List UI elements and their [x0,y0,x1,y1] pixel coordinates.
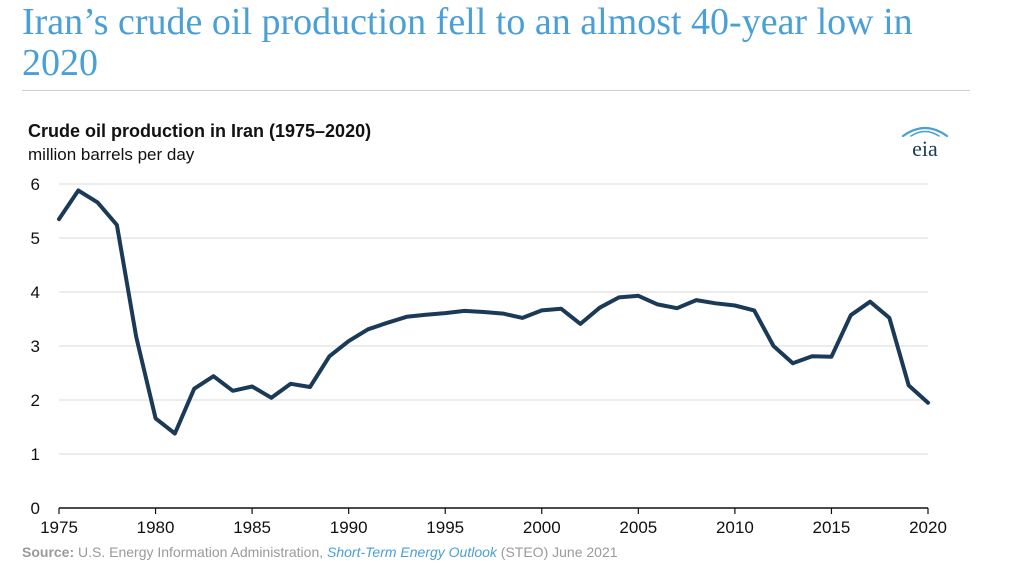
data-point [347,339,351,343]
data-point [482,310,486,314]
chart-title: Crude oil production in Iran (1975–2020) [28,121,372,141]
data-point [134,335,138,339]
x-tick-label: 1990 [330,518,368,537]
data-point [501,312,505,316]
data-point [907,383,911,387]
headline-divider [22,90,970,91]
data-point [559,307,563,311]
y-tick-label: 0 [31,499,40,518]
eia-logo-arc [901,126,949,138]
data-point [578,322,582,326]
data-point [154,416,158,420]
data-point [192,387,196,391]
eia-logo-text: eia [912,136,938,161]
series-line [57,188,930,436]
data-point [57,217,61,221]
data-point [173,431,177,435]
data-point [598,306,602,310]
data-point [405,315,409,319]
source-text-after: (STEO) June 2021 [496,544,618,560]
source-label: Source: [22,544,75,560]
data-point [231,389,235,393]
source-text: U.S. Energy Information Administration, [74,544,328,560]
data-point [308,385,312,389]
data-point [636,294,640,298]
data-point [115,223,119,227]
data-point [269,396,273,400]
series [57,188,930,436]
data-point [926,401,930,405]
data-point [829,355,833,359]
data-point [463,309,467,313]
y-tick-label: 2 [31,391,40,410]
eia-logo-icon[interactable]: eia [895,122,955,162]
x-tick-label: 2020 [909,518,947,537]
data-point [714,301,718,305]
eia-logo-arc [910,130,940,137]
data-point [385,321,389,325]
data-point [656,302,660,306]
y-tick-label: 4 [31,283,40,302]
y-tick-label: 1 [31,445,40,464]
source-note: Source: U.S. Energy Information Administ… [22,544,618,560]
data-point [752,308,756,312]
data-point [810,354,814,358]
axes [58,507,929,514]
data-point [366,327,370,331]
y-tick-label: 3 [31,337,40,356]
headline: Iran’s crude oil production fell to an a… [22,1,913,84]
chart-units: million barrels per day [28,145,195,164]
data-point [887,316,891,320]
data-point [443,311,447,315]
data-point [733,304,737,308]
data-point [772,344,776,348]
data-point [868,300,872,304]
gridlines [59,183,928,455]
data-point [540,308,544,312]
data-point [694,298,698,302]
data-point [617,295,621,299]
data-point [211,374,215,378]
x-tick-label: 2015 [813,518,851,537]
x-tick-label: 1975 [40,518,78,537]
y-tick-label: 6 [31,175,40,194]
data-point [791,361,795,365]
data-point [675,306,679,310]
data-point [289,382,293,386]
x-tick-label: 2010 [716,518,754,537]
y-tick-label: 5 [31,229,40,248]
x-tick-label: 2005 [619,518,657,537]
data-point [520,316,524,320]
x-tick-label: 1985 [233,518,271,537]
data-point [76,188,80,192]
x-tick-label: 1980 [137,518,175,537]
data-point [424,313,428,317]
data-point [327,354,331,358]
data-point [849,313,853,317]
tick-labels: 0 1 2 3 4 5 6 1975 1980 1985 1990 1995 2000 2005 2010 2… [31,175,947,537]
source-report-link[interactable]: Short-Term Energy Outlook [327,544,497,560]
x-tick-label: 1995 [426,518,464,537]
data-point [250,385,254,389]
x-tick-label: 2000 [523,518,561,537]
data-point [96,200,100,204]
